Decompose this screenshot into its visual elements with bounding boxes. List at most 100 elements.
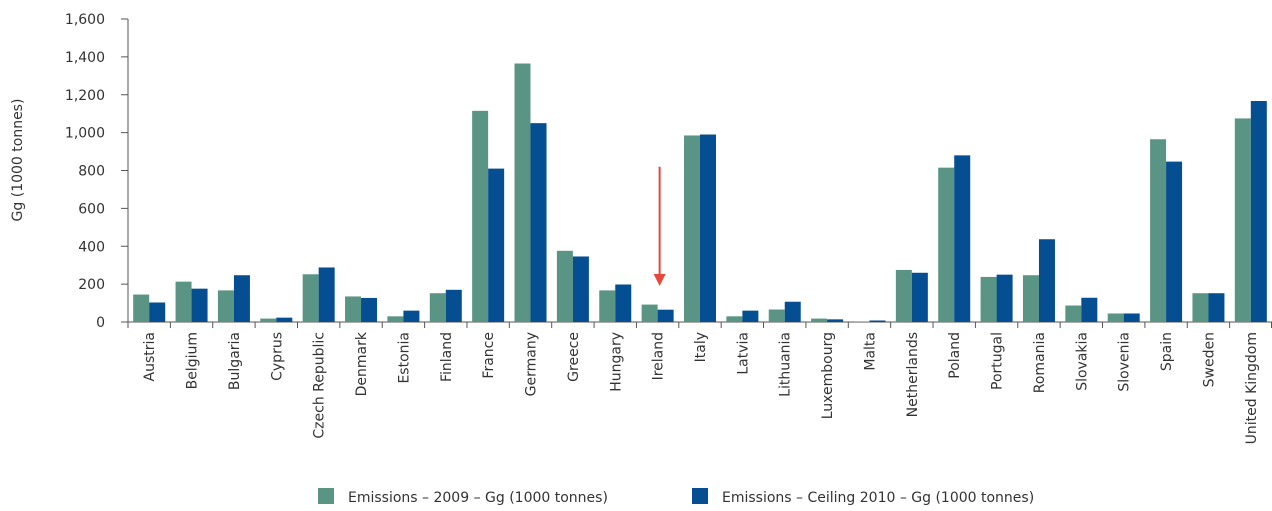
x-tick-label: Cyprus <box>269 332 285 381</box>
bar-ceiling-2010 <box>954 155 971 322</box>
annotation-arrow-head <box>653 274 666 287</box>
bar-ceiling-2010 <box>530 123 547 322</box>
bar-ceiling-2010 <box>318 267 335 322</box>
x-tick-label: Italy <box>693 332 709 362</box>
bar-ceiling-2010 <box>149 302 166 322</box>
bar-emissions-2009 <box>429 293 446 322</box>
bar-emissions-2009 <box>684 135 700 322</box>
bar-emissions-2009 <box>175 281 192 322</box>
x-tick-label: Lithuania <box>778 332 794 397</box>
bar-ceiling-2010 <box>445 289 462 322</box>
bar-emissions-2009 <box>980 276 997 322</box>
bar-emissions-2009 <box>641 304 658 322</box>
x-tick-label: Latvia <box>735 332 751 375</box>
bar-ceiling-2010 <box>700 134 716 322</box>
x-tick-label: Hungary <box>608 332 624 392</box>
bar-ceiling-2010 <box>191 288 208 322</box>
x-tick-label: Czech Republic <box>312 332 328 439</box>
bar-emissions-2009 <box>599 290 616 322</box>
bar-ceiling-2010 <box>1123 313 1140 322</box>
x-tick-label: Slovakia <box>1074 332 1090 391</box>
x-tick-label: Austria <box>142 332 158 381</box>
x-axis: Austria Belgium Bulgaria Cyprus Czech Republ… <box>127 321 1272 444</box>
bar-ceiling-2010 <box>1038 239 1055 322</box>
bar-ceiling-2010 <box>403 310 420 322</box>
bar-emissions-2009 <box>895 269 912 322</box>
bar-ceiling-2010 <box>276 317 293 322</box>
x-tick-label: Denmark <box>354 331 370 396</box>
bar-emissions-2009 <box>1022 275 1039 322</box>
bars <box>133 63 1267 323</box>
bar-emissions-2009 <box>768 309 785 322</box>
bar-ceiling-2010 <box>572 256 589 322</box>
bar-ceiling-2010 <box>657 309 674 322</box>
bar-emissions-2009 <box>556 250 573 322</box>
annotation <box>653 166 666 287</box>
legend-label: Emissions – 2009 – Gg (1000 tonnes) <box>348 490 608 506</box>
y-tick-label: 1,000 <box>65 126 105 142</box>
x-tick-label: Malta <box>862 332 878 371</box>
bar-ceiling-2010 <box>361 297 378 322</box>
y-tick-label: 800 <box>78 164 105 180</box>
bar-ceiling-2010 <box>1166 161 1183 322</box>
bar-ceiling-2010 <box>911 272 928 322</box>
bar-emissions-2009 <box>302 274 319 322</box>
x-tick-label: Finland <box>439 332 455 382</box>
bar-emissions-2009 <box>1065 305 1082 322</box>
bar-emissions-2009 <box>260 318 277 322</box>
y-tick-label: 200 <box>78 277 105 293</box>
bar-ceiling-2010 <box>1081 297 1098 322</box>
x-tick-label: Romania <box>1032 332 1048 393</box>
bar-emissions-2009 <box>514 63 531 323</box>
bar-emissions-2009 <box>853 321 870 322</box>
x-tick-label: Estonia <box>396 332 412 384</box>
bar-ceiling-2010 <box>784 301 801 322</box>
bar-emissions-2009 <box>1107 313 1124 322</box>
x-tick-label: Spain <box>1159 332 1175 371</box>
bar-emissions-2009 <box>726 316 743 322</box>
x-tick-label: Ireland <box>651 332 667 380</box>
bar-ceiling-2010 <box>615 284 632 322</box>
bar-emissions-2009 <box>217 290 234 322</box>
y-axis: 0 200 400 600 800 1,000 1,200 1,400 1,600 <box>65 12 129 331</box>
bar-emissions-2009 <box>345 296 362 322</box>
x-tick-label: Bulgaria <box>227 332 243 390</box>
y-tick-label: 0 <box>96 315 105 331</box>
y-tick-label: 400 <box>78 239 105 255</box>
bar-emissions-2009 <box>811 318 828 322</box>
x-tick-label: Belgium <box>185 332 201 389</box>
bar-emissions-2009 <box>133 294 150 322</box>
bar-ceiling-2010 <box>1208 293 1225 322</box>
bar-emissions-2009 <box>387 316 404 322</box>
legend: Emissions – 2009 – Gg (1000 tonnes) Emiss… <box>318 488 1034 506</box>
x-tick-label: Luxembourg <box>820 332 836 419</box>
x-tick-label: France <box>481 332 497 379</box>
legend-swatch <box>692 488 708 504</box>
bar-ceiling-2010 <box>488 168 505 322</box>
bar-emissions-2009 <box>1150 139 1167 322</box>
bar-emissions-2009 <box>472 110 489 322</box>
y-tick-label: 600 <box>78 201 105 217</box>
y-tick-label: 1,600 <box>65 12 105 28</box>
x-tick-label: Germany <box>524 332 540 396</box>
y-tick-label: 1,200 <box>65 88 105 104</box>
bar-ceiling-2010 <box>869 320 886 322</box>
y-tick-label: 1,400 <box>65 50 105 66</box>
bar-emissions-2009 <box>938 167 955 322</box>
bar-ceiling-2010 <box>1250 100 1267 322</box>
bar-emissions-2009 <box>1234 118 1251 322</box>
x-tick-label: United Kingdom <box>1244 332 1260 444</box>
legend-label: Emissions – Ceiling 2010 – Gg (1000 tonn… <box>722 490 1034 506</box>
x-tick-label: Greece <box>566 332 582 382</box>
legend-swatch <box>318 488 334 504</box>
x-tick-label: Slovenia <box>1117 332 1133 392</box>
bar-ceiling-2010 <box>742 310 759 322</box>
bar-emissions-2009 <box>1192 293 1209 322</box>
x-tick-label: Portugal <box>990 332 1006 390</box>
x-tick-label: Poland <box>947 332 963 379</box>
bar-ceiling-2010 <box>996 274 1013 322</box>
y-axis-title: Gg (1000 tonnes) <box>10 99 26 222</box>
x-tick-label: Sweden <box>1201 332 1217 387</box>
bar-ceiling-2010 <box>233 275 250 322</box>
